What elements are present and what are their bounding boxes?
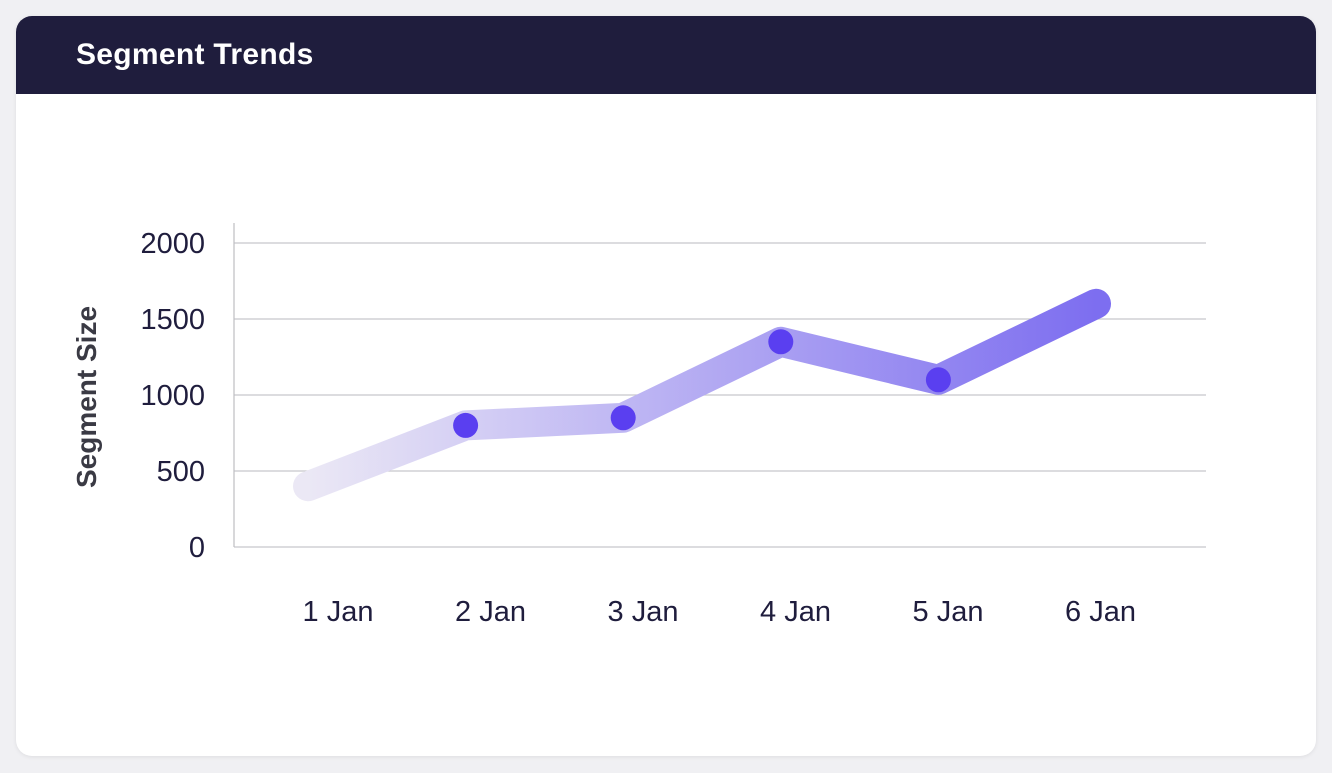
series-line	[293, 288, 1111, 502]
data-point[interactable]	[768, 329, 794, 355]
y-tick-label: 0	[189, 532, 205, 564]
y-tick-label: 500	[157, 456, 205, 488]
data-point[interactable]	[610, 405, 636, 431]
series-layer	[293, 288, 1111, 502]
x-tick-label: 4 Jan	[760, 596, 831, 628]
grid-layer	[234, 242, 1206, 548]
x-tick-label: 5 Jan	[913, 596, 984, 628]
chart-card: Segment Trends	[16, 16, 1316, 756]
x-tick-label: 2 Jan	[455, 596, 526, 628]
x-tick-label: 3 Jan	[608, 596, 679, 628]
label-layer: 0 500 1000 1500 2000 Segment Size 1 Jan 2 Jan 3 …	[71, 228, 1136, 628]
data-point[interactable]	[453, 412, 479, 438]
chart-title: Segment Trends	[76, 38, 314, 71]
y-tick-label: 2000	[140, 228, 205, 260]
x-tick-label: 1 Jan	[303, 596, 374, 628]
data-point[interactable]	[925, 367, 951, 393]
card-header: Segment Trends	[16, 16, 1316, 94]
y-tick-label: 1500	[140, 304, 205, 336]
x-tick-label: 6 Jan	[1065, 596, 1136, 628]
y-axis-title: Segment Size	[71, 306, 102, 488]
y-tick-label: 1000	[140, 380, 205, 412]
